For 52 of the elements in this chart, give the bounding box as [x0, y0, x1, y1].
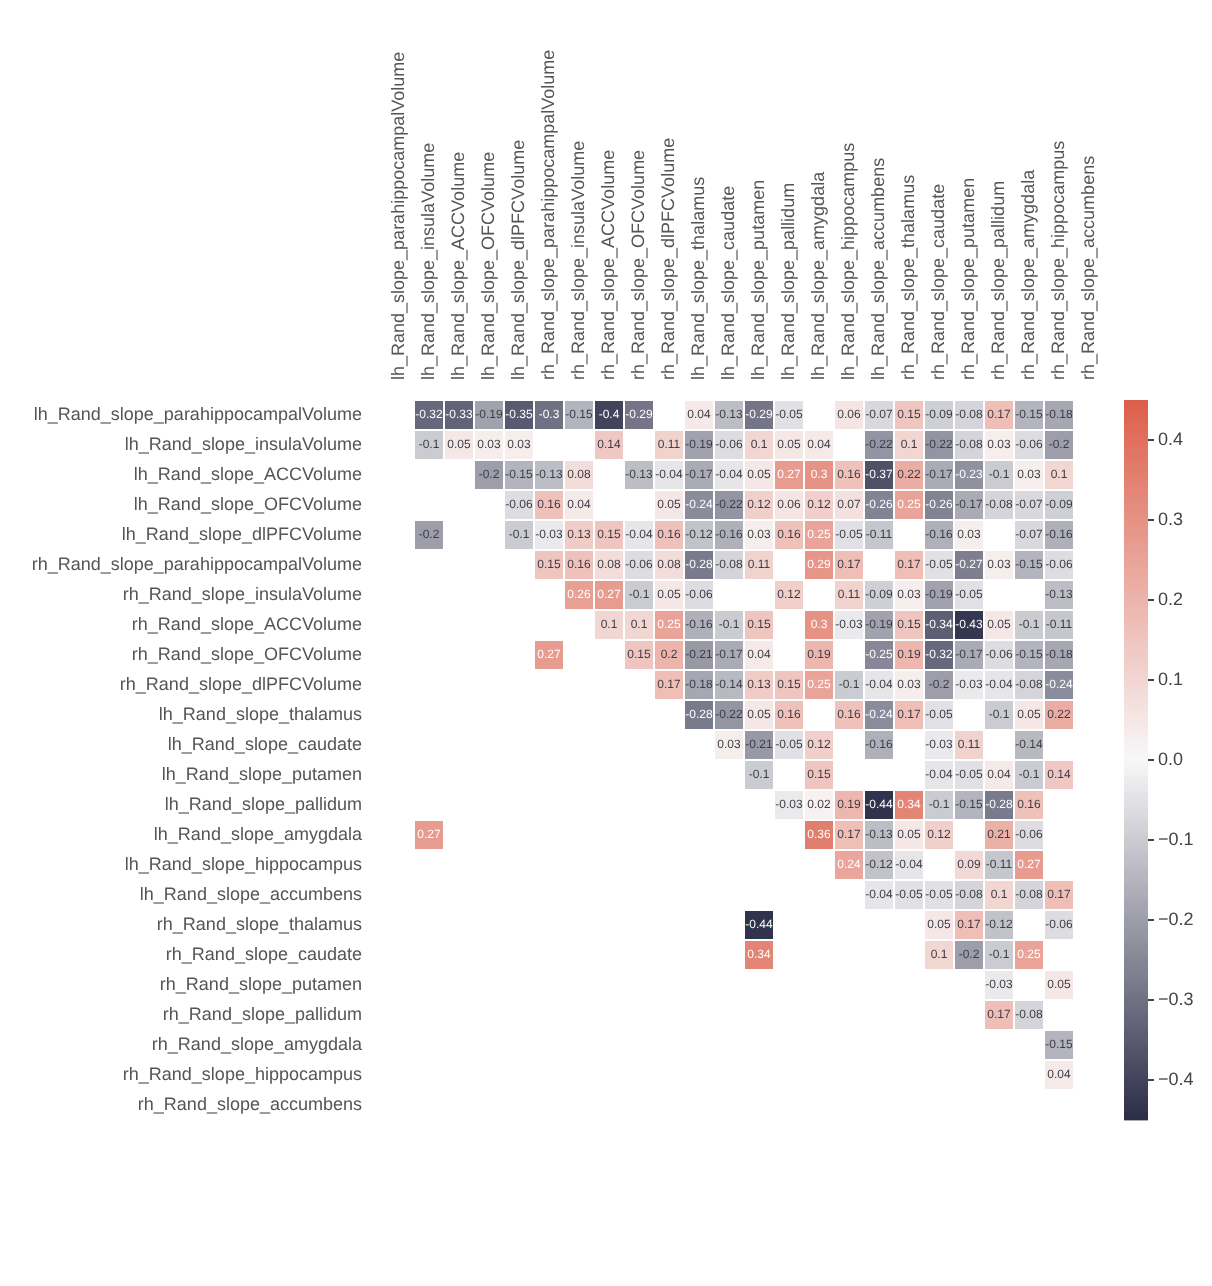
- color-bar-label: −0.4: [1158, 1068, 1194, 1089]
- y-tick-label: rh_Rand_slope_accumbens: [137, 1093, 363, 1114]
- y-tick-label: lh_Rand_slope_accumbens: [139, 883, 363, 904]
- y-tick-label: lh_Rand_slope_insulaVolume: [124, 433, 362, 454]
- y-tick-label: rh_Rand_slope_dlPFCVolume: [119, 673, 362, 694]
- x-tick-label: rh_Rand_slope_amygdala: [1018, 169, 1039, 380]
- x-tick-label: rh_Rand_slope_dlPFCVolume: [658, 137, 679, 380]
- x-tick-label: lh_Rand_slope_caudate: [718, 185, 739, 380]
- x-tick-label: rh_Rand_slope_OFCVolume: [628, 149, 649, 380]
- x-tick-label: rh_Rand_slope_caudate: [928, 183, 949, 380]
- x-tick-label: rh_Rand_slope_pallidum: [988, 180, 1009, 380]
- x-tick-label: lh_Rand_slope_putamen: [748, 179, 769, 380]
- y-tick-label: lh_Rand_slope_dlPFCVolume: [121, 523, 362, 544]
- x-tick-label: lh_Rand_slope_accumbens: [868, 156, 889, 380]
- x-tick-label: rh_Rand_slope_accumbens: [1078, 154, 1099, 380]
- y-tick-label: rh_Rand_slope_putamen: [159, 973, 362, 994]
- y-tick-label: rh_Rand_slope_pallidum: [162, 1003, 362, 1024]
- x-tick-label: rh_Rand_slope_hippocampus: [1048, 139, 1069, 380]
- y-tick-label: rh_Rand_slope_caudate: [165, 943, 362, 964]
- y-tick-label: lh_Rand_slope_parahippocampalVolume: [33, 403, 362, 424]
- y-tick-label: lh_Rand_slope_ACCVolume: [133, 463, 362, 484]
- y-tick-label: rh_Rand_slope_hippocampus: [122, 1063, 363, 1084]
- color-bar-label: 0.0: [1158, 748, 1184, 769]
- y-tick-label: rh_Rand_slope_ACCVolume: [131, 613, 362, 634]
- x-tick-label: lh_Rand_slope_dlPFCVolume: [508, 139, 529, 380]
- y-tick-label: lh_Rand_slope_putamen: [161, 763, 362, 784]
- color-bar-label: −0.3: [1158, 988, 1194, 1009]
- x-tick-label: rh_Rand_slope_insulaVolume: [568, 140, 589, 380]
- x-tick-label: lh_Rand_slope_amygdala: [808, 171, 829, 380]
- x-tick-label: lh_Rand_slope_thalamus: [688, 175, 709, 380]
- y-tick-label: rh_Rand_slope_thalamus: [156, 913, 363, 934]
- color-bar-label: −0.1: [1158, 828, 1194, 849]
- y-tick-label: lh_Rand_slope_thalamus: [158, 703, 363, 724]
- y-tick-label: rh_Rand_slope_amygdala: [151, 1033, 362, 1054]
- color-bar-label: 0.2: [1158, 588, 1184, 609]
- color-bar-label: 0.3: [1158, 508, 1184, 529]
- y-tick-label: lh_Rand_slope_caudate: [167, 733, 362, 754]
- y-tick-label: rh_Rand_slope_parahippocampalVolume: [31, 553, 362, 574]
- color-bar-label: 0.4: [1158, 428, 1184, 449]
- y-tick-label: lh_Rand_slope_OFCVolume: [133, 493, 362, 514]
- x-tick-label: rh_Rand_slope_putamen: [958, 177, 979, 380]
- color-bar-label: 0.1: [1158, 668, 1184, 689]
- color-bar-label: −0.2: [1158, 908, 1194, 929]
- y-tick-label: lh_Rand_slope_pallidum: [164, 793, 362, 814]
- x-tick-label: rh_Rand_slope_ACCVolume: [598, 149, 619, 380]
- y-tick-label: rh_Rand_slope_insulaVolume: [122, 583, 362, 604]
- y-tick-label: rh_Rand_slope_OFCVolume: [131, 643, 362, 664]
- y-tick-label: lh_Rand_slope_hippocampus: [124, 853, 363, 874]
- x-tick-label: lh_Rand_slope_hippocampus: [838, 141, 859, 380]
- x-tick-label: lh_Rand_slope_pallidum: [778, 182, 799, 380]
- y-tick-label: lh_Rand_slope_amygdala: [153, 823, 362, 844]
- x-tick-label: rh_Rand_slope_thalamus: [898, 173, 919, 380]
